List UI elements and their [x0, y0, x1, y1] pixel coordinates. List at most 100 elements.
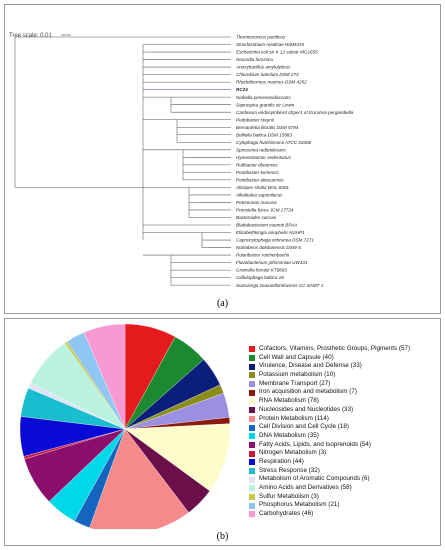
legend-item: Protein Metabolism (114) — [249, 415, 410, 424]
legend-item: Respiration (44) — [249, 458, 410, 467]
taxon-label: Alkalitalea saponilacus — [235, 193, 283, 198]
taxon-label: Elizabethkingia anophelis NUHP1 — [236, 230, 305, 235]
taxon-label: Belliella baltica DSM 15883 — [236, 132, 292, 137]
legend-swatch — [249, 459, 255, 466]
legend-swatch — [249, 494, 255, 501]
taxon-label: Alistipes shahii WAL 8301 — [235, 185, 289, 190]
subsystem-pie-panel: Cofactors, Vitamins, Prosthetic Groups, … — [4, 318, 441, 546]
legend-swatch — [249, 398, 255, 405]
taxon-label: Escherichia coli str K 12 substr MG1655 — [236, 50, 318, 55]
legend-swatch — [249, 363, 255, 370]
legend-label: Stress Response (32) — [259, 466, 320, 474]
legend-swatch — [249, 476, 255, 483]
legend-item: Stress Response (32) — [249, 467, 410, 476]
legend-label: Amino Acids and Derivatives (58) — [259, 484, 352, 491]
legend-item: Carbohydrates (46) — [249, 510, 410, 519]
legend-item: Nitrogen Metabolism (3) — [249, 449, 410, 458]
pie-legend: Cofactors, Vitamins, Prosthetic Groups, … — [249, 345, 410, 519]
taxon-label: Cellulophaga baltica 18 — [236, 275, 284, 280]
legend-swatch — [249, 381, 255, 388]
phylogenetic-tree-panel: Tree scale: 0.01 Thermococcus pacificus S… — [4, 4, 441, 314]
legend-label: Nucleosides and Nucleotides (33) — [259, 405, 354, 413]
legend-label: Cell Division and Cell Cycle (18) — [259, 423, 349, 431]
legend-swatch — [249, 372, 255, 379]
panel-a-label: (a) — [216, 298, 229, 309]
pie-slice — [124, 423, 231, 492]
legend-label: Cofactors, Vitamins, Prosthetic Groups, … — [259, 345, 411, 352]
taxon-label: Gramella forsetii KT0803 — [236, 268, 287, 273]
legend-item: RNA Metabolism (78) — [249, 397, 410, 406]
taxon-label: Thermococcus pacificus — [236, 35, 286, 40]
taxon-label: Petrimonas mucosa — [236, 200, 277, 205]
taxon-label: RC24 — [236, 87, 248, 92]
taxon-label: Cardinium endosymbiont cEper1 of Encarsi… — [236, 110, 354, 115]
taxon-label: Polaribacter reichenbachii — [236, 253, 290, 258]
legend-item: Membrane Transport (27) — [249, 380, 410, 389]
legend-item: Nucleosides and Nucleotides (33) — [249, 406, 410, 415]
legend-swatch — [249, 502, 255, 509]
legend-label: Sulfur Metabolism (3) — [259, 492, 319, 500]
taxon-label: Chlorobium luteolum DSM 273 — [236, 72, 299, 77]
tree-branches — [14, 36, 231, 286]
legend-item: DNA Metabolism (35) — [249, 432, 410, 441]
legend-swatch — [249, 415, 255, 422]
legend-swatch — [249, 450, 255, 457]
tree-taxa-labels: Thermococcus pacificus Sinorhizobium medi… — [235, 35, 354, 288]
legend-item: Metabolism of Aromatic Compounds (6) — [249, 475, 410, 484]
legend-swatch — [249, 511, 255, 518]
legend-item: Virulence, Disease and Defense (33) — [249, 362, 410, 371]
legend-swatch — [249, 407, 255, 414]
taxon-label: Sinorhizobium medicae WSM419 — [236, 42, 304, 47]
legend-swatch — [249, 441, 255, 448]
legend-swatch — [249, 467, 255, 474]
legend-swatch — [249, 346, 255, 353]
legend-item: Amino Acids and Derivatives (58) — [249, 484, 410, 493]
taxon-label: Nocardia farcinica — [236, 57, 273, 62]
panel-b-label: (b) — [216, 531, 229, 542]
taxon-label: Pedobacter steynii — [236, 117, 275, 122]
legend-label: Nitrogen Metabolism (3) — [259, 449, 327, 457]
taxon-label: Bacteroides caccae — [236, 215, 277, 220]
legend-label: Respiration (44) — [259, 457, 304, 465]
legend-item: Fatty Acids, Lipids, and Isoprenoids (54… — [249, 441, 410, 450]
taxon-label: Niabella pinsenosidivorans — [236, 95, 291, 100]
taxon-label: Flavobacterium johnsoniae UW101 — [236, 260, 308, 265]
pie-slice — [89, 428, 189, 529]
pie-slice — [83, 323, 126, 430]
taxon-label: Nonlabens dokdonensis DSW 6 — [236, 245, 301, 250]
legend-label: Metabolism of Aromatic Compounds (6) — [259, 475, 370, 483]
legend-label: Phosphorus Metabolism (21) — [259, 501, 340, 509]
legend-label: RNA Metabolism (78) — [259, 397, 319, 405]
taxon-label: Prevotella fusca JCM 17724 — [236, 208, 294, 213]
legend-swatch — [249, 424, 255, 431]
taxon-label: Rhodothermus marinus DSM 4252 — [236, 80, 307, 85]
legend-swatch — [249, 355, 255, 362]
legend-item: Potassium metabolism (10) — [249, 371, 410, 380]
legend-label: DNA Metabolism (35) — [259, 431, 319, 439]
legend-label: Virulence, Disease and Defense (33) — [259, 362, 362, 370]
legend-label: Cell Wall and Capsule (40) — [259, 353, 334, 361]
legend-item: Cell Division and Cell Cycle (18) — [249, 423, 410, 432]
taxon-label: Spirosoma radiotolerans — [236, 147, 286, 152]
legend-swatch — [249, 389, 255, 396]
legend-item: Phosphorus Metabolism (21) — [249, 501, 410, 510]
taxon-label: Saprospira grandis str Lewin — [236, 102, 295, 107]
taxon-label: Siansivirga zeaxanthinifaciens CC SAMT 1 — [236, 283, 324, 288]
taxon-label: Cytophaga hutchinsonii ATCC 33406 — [236, 140, 312, 145]
legend-swatch — [249, 485, 255, 492]
taxon-label: Capnocytophaga ochracea DSM 7271 — [236, 238, 314, 243]
legend-label: Fatty Acids, Lipids, and Isoprenoids (54… — [259, 440, 372, 448]
taxon-label: Bernardetia litoralis DSM 6794 — [236, 125, 299, 130]
phylogenetic-tree: Tree scale: 0.01 Thermococcus pacificus S… — [9, 33, 354, 288]
taxon-label: Pontibacter korlensis — [236, 170, 279, 175]
legend-label: Iron acquisition and metabolism (7) — [259, 388, 357, 396]
legend-item: Cofactors, Vitamins, Prosthetic Groups, … — [249, 345, 410, 354]
taxon-label: Blattabacterium cuenoti BPAA — [236, 223, 297, 228]
taxon-label: Pontibacter akesuensis — [236, 177, 284, 182]
legend-label: Protein Metabolism (114) — [259, 414, 329, 422]
subsystem-pie-chart — [19, 323, 231, 529]
taxon-label: Anoxybacillus amylolyticus — [235, 65, 291, 70]
taxon-label: Hymenobacter sedentarius — [236, 155, 292, 160]
legend-item: Sulfur Metabolism (3) — [249, 493, 410, 502]
legend-item: Cell Wall and Capsule (40) — [249, 354, 410, 363]
